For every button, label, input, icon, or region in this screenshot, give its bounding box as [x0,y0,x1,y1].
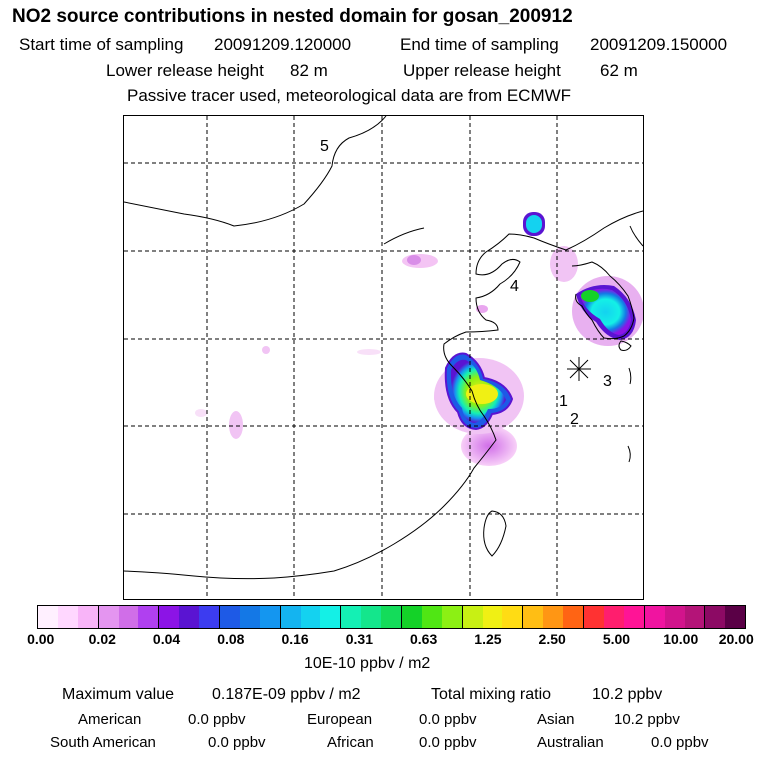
tracer-plume [461,426,517,466]
colorbar-swatch [239,606,260,628]
star-icon [567,357,591,381]
lower-release-label: Lower release height [106,61,264,80]
colorbar-unit: 10E-10 ppbv / m2 [304,655,431,672]
colorbar-swatch [644,606,665,628]
region-label: 5 [320,138,329,155]
colorbar-tick-label: 0.02 [88,631,116,647]
tracer-patch [357,349,381,355]
colorbar-swatch [118,606,139,628]
colorbar-swatch [523,606,544,628]
region-label: 1 [559,393,568,410]
region-value: 10.2 ppbv [614,711,680,728]
colorbar-swatch [623,606,645,628]
region-name: African [327,734,374,751]
tracer-note: Passive tracer used, meteorological data… [127,86,572,105]
colorbar-swatch [220,606,240,628]
region-name: Asian [537,711,575,728]
colorbar-swatch [300,606,321,628]
colorbar-swatch [159,606,180,628]
colorbar-swatch [98,606,119,628]
colorbar-swatch [381,606,403,628]
total-mixing-label: Total mixing ratio [431,686,552,703]
colorbar-swatch [57,606,78,628]
map-panel: 5 4 3 1 2 [123,115,644,600]
colorbar-tick-label: 20.00 [718,631,754,647]
colorbar-swatch [725,606,746,628]
upper-release-value: 62 m [600,61,638,80]
colorbar-swatch [341,606,362,628]
colorbar-swatch [543,606,564,628]
colorbar-swatch [259,606,281,628]
tracer-patch [262,346,270,354]
start-time-value: 20091209.120000 [214,35,352,54]
colorbar-swatch [482,606,503,628]
coastlines [124,116,643,580]
colorbar-swatch [38,606,58,628]
end-time-value: 20091209.150000 [590,35,728,54]
region-value: 0.0 ppbv [188,711,246,728]
colorbar-swatch [138,606,160,628]
region-name: South American [50,734,156,751]
region-label: 4 [510,278,519,295]
lower-release-value: 82 m [290,61,328,80]
colorbar-tick-label: 0.63 [410,631,438,647]
region-name: Australian [537,734,604,751]
colorbar-tick-label: 5.00 [602,631,631,647]
region-value: 0.0 ppbv [419,734,477,751]
colorbar-swatch [421,606,442,628]
colorbar-swatch [280,606,301,628]
region-value: 0.0 ppbv [651,734,709,751]
tracer-patch [229,411,243,439]
tracer-patch [407,255,421,265]
colorbar-swatch [684,606,706,628]
colorbar-swatch [77,606,99,628]
colorbar-swatch [462,606,483,628]
colorbar-swatch [584,606,604,628]
colorbar-swatch [361,606,382,628]
colorbar-swatch [199,606,221,628]
tracer-plume-core [526,215,542,233]
region-name: American [78,711,142,728]
region-label: 2 [570,411,579,428]
colorbar-swatch [402,606,422,628]
colorbar-tick-label: 0.16 [281,631,309,647]
colorbar-tick-label: 0.31 [345,631,373,647]
colorbar-swatch [563,606,585,628]
colorbar-swatch [603,606,624,628]
region-label: 3 [603,373,612,390]
total-mixing-value: 10.2 ppbv [592,686,663,703]
tracer-patch [195,409,207,417]
colorbar [37,605,746,629]
end-time-label: End time of sampling [400,35,559,54]
upper-release-label: Upper release height [403,61,561,80]
max-value-label: Maximum value [62,686,175,703]
colorbar-swatch [664,606,685,628]
colorbar-swatch [502,606,524,628]
colorbar-tick-label: 10.00 [663,631,699,647]
colorbar-tick-label: 0.00 [27,631,55,647]
colorbar-swatch [705,606,726,628]
region-value: 0.0 ppbv [419,711,477,728]
chart-title: NO2 source contributions in nested domai… [12,6,573,27]
graticule [124,116,643,599]
tracer-plume-core [466,384,498,404]
start-time-label: Start time of sampling [19,35,184,54]
colorbar-tick-label: 0.08 [217,631,245,647]
colorbar-swatch [179,606,200,628]
colorbar-tick-label: 1.25 [474,631,502,647]
region-value: 0.0 ppbv [208,734,266,751]
max-value: 0.187E-09 ppbv / m2 [212,686,361,703]
colorbar-tick-label: 0.04 [152,631,181,647]
colorbar-tick-label: 2.50 [538,631,566,647]
colorbar-swatch [441,606,463,628]
tracer-plume-core [581,290,599,302]
map-canvas: 5 4 3 1 2 [124,116,643,599]
region-name: European [307,711,373,728]
colorbar-swatch [320,606,342,628]
